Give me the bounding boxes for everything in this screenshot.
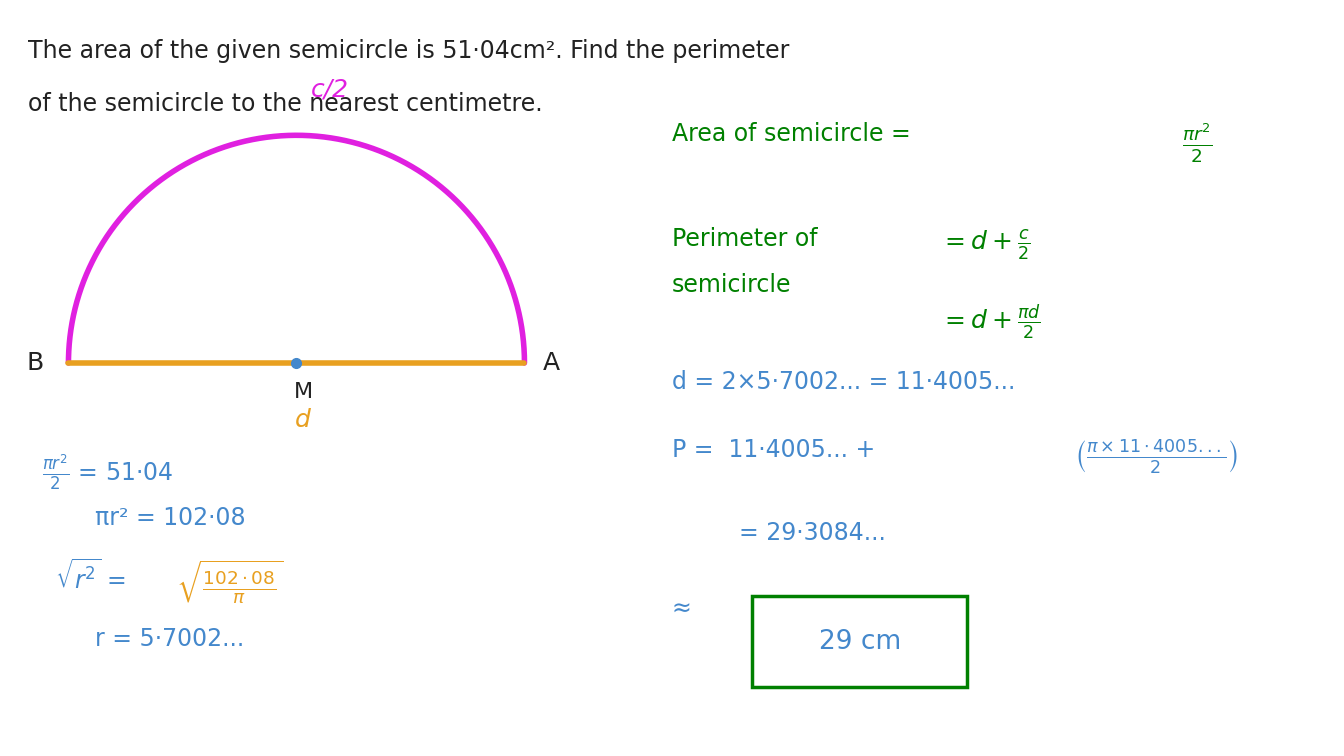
Text: r = 5·7002...: r = 5·7002... bbox=[95, 627, 245, 651]
Text: $\sqrt{r^2}$ =: $\sqrt{r^2}$ = bbox=[55, 559, 129, 594]
Text: $\left(\frac{\pi \times 11 \cdot 4005...}{2}\right)$: $\left(\frac{\pi \times 11 \cdot 4005...… bbox=[1074, 438, 1238, 476]
Text: of the semicircle to the nearest centimetre.: of the semicircle to the nearest centime… bbox=[28, 91, 543, 116]
Text: $\frac{\pi r^2}{2}$ = 51·04: $\frac{\pi r^2}{2}$ = 51·04 bbox=[42, 454, 173, 494]
Text: Perimeter of: Perimeter of bbox=[672, 228, 817, 251]
Text: $\frac{\pi r^2}{2}$: $\frac{\pi r^2}{2}$ bbox=[1181, 122, 1212, 166]
Text: The area of the given semicircle is 51·04cm². Find the perimeter: The area of the given semicircle is 51·0… bbox=[28, 39, 789, 63]
Text: $= d + \frac{\pi d}{2}$: $= d + \frac{\pi d}{2}$ bbox=[941, 302, 1042, 342]
Text: = 29·3084...: = 29·3084... bbox=[739, 521, 886, 545]
Text: πr² = 102·08: πr² = 102·08 bbox=[95, 506, 246, 530]
Text: M: M bbox=[293, 382, 313, 401]
Text: c/2: c/2 bbox=[310, 77, 349, 101]
Text: semicircle: semicircle bbox=[672, 273, 792, 296]
Text: 29 cm: 29 cm bbox=[818, 629, 900, 655]
Text: d: d bbox=[296, 408, 310, 432]
Text: P =  11·4005... +: P = 11·4005... + bbox=[672, 438, 883, 462]
Text: ≈: ≈ bbox=[672, 596, 699, 621]
Text: $= d + \frac{c}{2}$: $= d + \frac{c}{2}$ bbox=[941, 228, 1031, 262]
Text: B: B bbox=[27, 351, 43, 375]
Text: Area of semicircle =: Area of semicircle = bbox=[672, 122, 918, 146]
Text: d = 2×5·7002... = 11·4005...: d = 2×5·7002... = 11·4005... bbox=[672, 370, 1015, 395]
Text: A: A bbox=[543, 351, 560, 375]
Text: $\sqrt{\frac{102 \cdot 08}{\pi}}$: $\sqrt{\frac{102 \cdot 08}{\pi}}$ bbox=[176, 559, 282, 606]
FancyBboxPatch shape bbox=[753, 596, 968, 686]
